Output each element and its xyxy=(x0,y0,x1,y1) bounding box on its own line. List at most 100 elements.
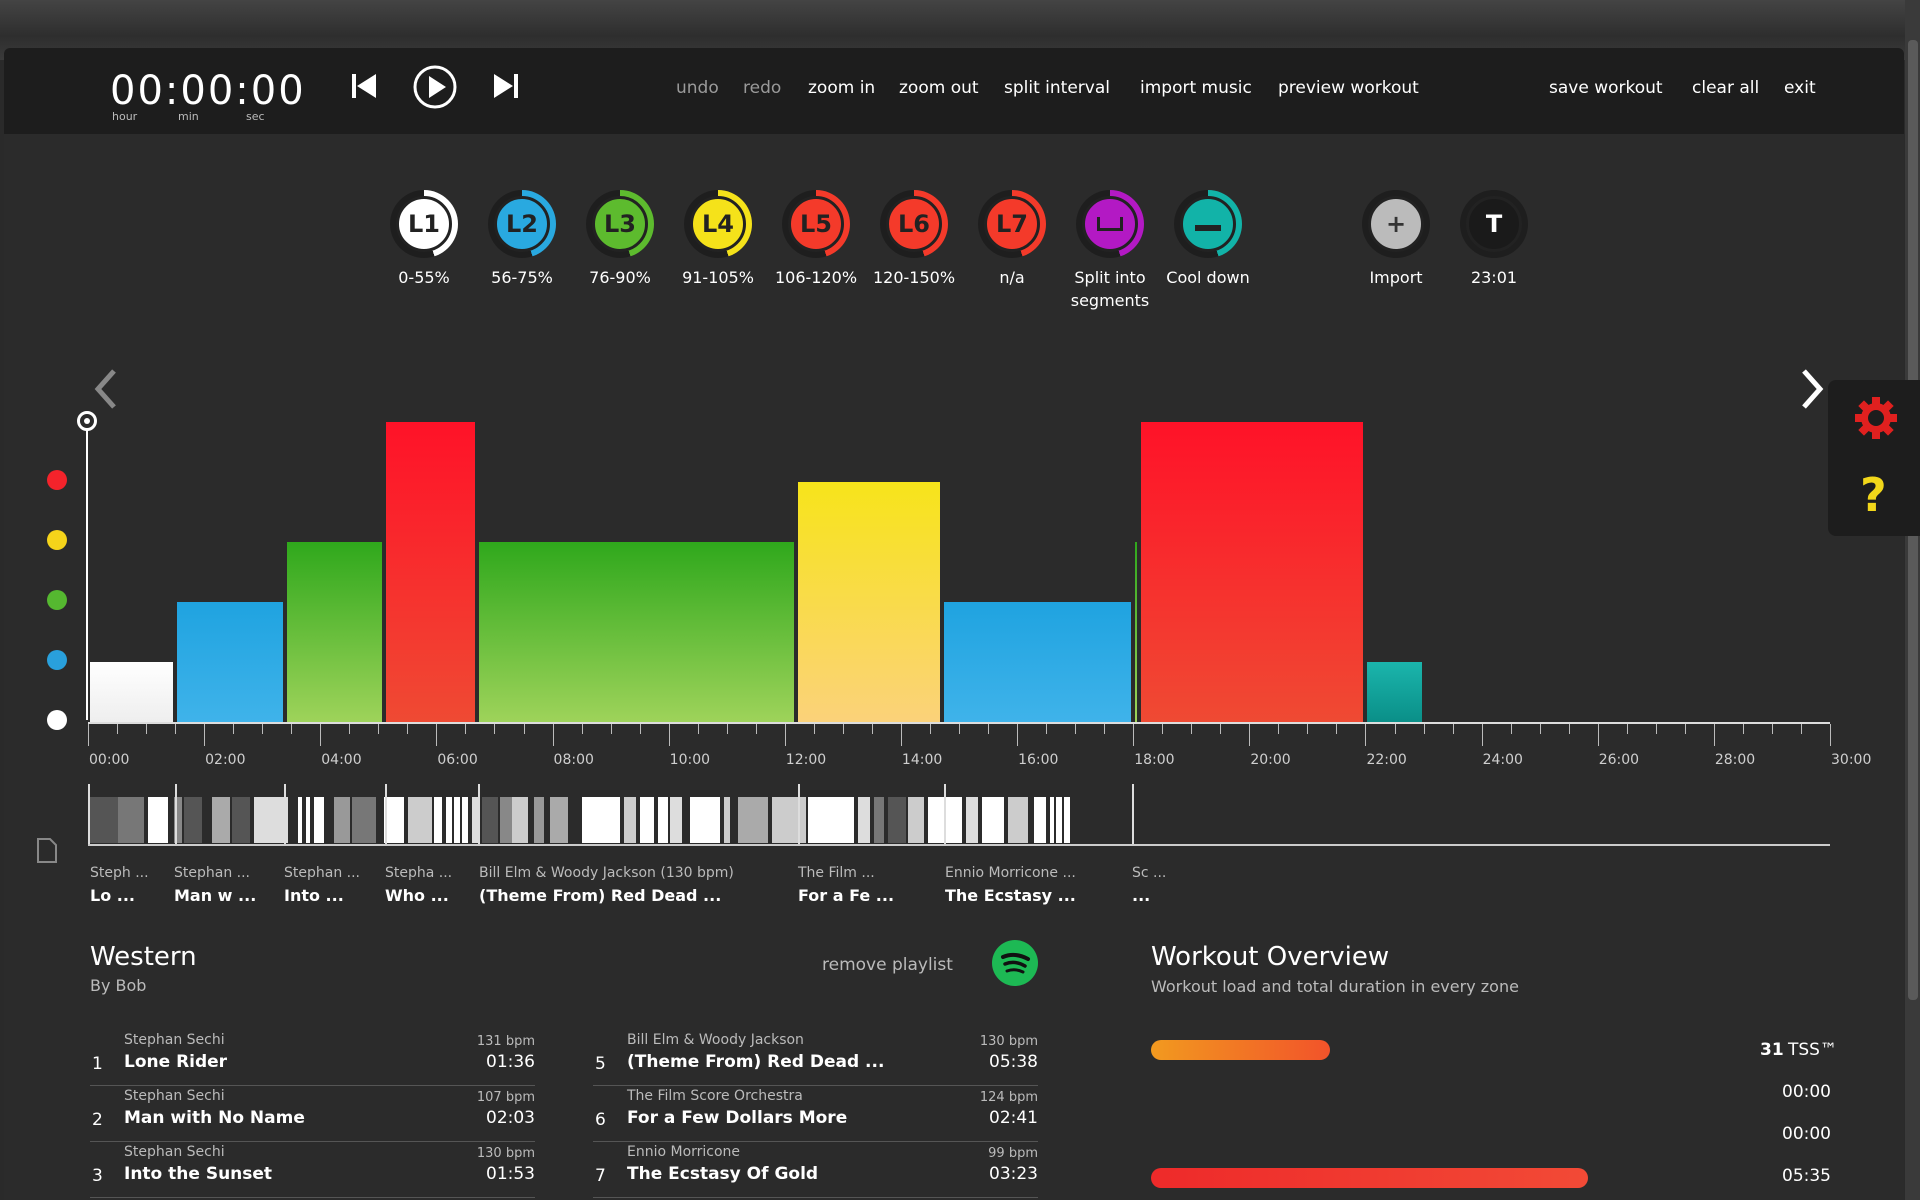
axis-tick xyxy=(407,724,409,734)
interval-bar[interactable] xyxy=(90,662,174,722)
t-icon: T xyxy=(1466,196,1522,252)
song-title-label[interactable]: ... xyxy=(1132,886,1151,905)
preview-workout-button[interactable]: preview workout xyxy=(1278,78,1419,98)
zone-split-tool[interactable]: Split into segments xyxy=(1060,190,1160,312)
playlist-track[interactable]: 7 Ennio Morricone The Ecstasy Of Gold 99 bp… xyxy=(593,1142,1038,1198)
axis-tick-label: 30:00 xyxy=(1831,752,1872,768)
interval-bar[interactable] xyxy=(1367,662,1422,722)
tss-label: TSS™ xyxy=(1788,1040,1837,1060)
total-time-tool[interactable]: T 23:01 xyxy=(1444,190,1544,289)
axis-tick xyxy=(378,724,380,734)
zone-ring: L5 xyxy=(782,190,850,258)
song-divider xyxy=(284,784,286,844)
tss-value: 31 xyxy=(1760,1040,1784,1060)
waveform-segment xyxy=(724,797,730,843)
zone-l2-tool[interactable]: L2 56-75% xyxy=(472,190,572,289)
axis-tick xyxy=(436,724,438,746)
playlist-track[interactable]: 6 The Film Score Orchestra For a Few Dolla… xyxy=(593,1086,1038,1142)
playlist-track[interactable]: 2 Stephan Sechi Man with No Name 107 bpm 02:… xyxy=(90,1086,535,1142)
timer-value: 00:00:00 xyxy=(110,68,306,114)
waveform-segment xyxy=(982,797,1004,843)
axis-tick xyxy=(1684,724,1686,734)
clear-all-button[interactable]: clear all xyxy=(1692,78,1760,98)
play-button[interactable] xyxy=(412,64,458,110)
zone-l1-tool[interactable]: L1 0-55% xyxy=(374,190,474,289)
skip-forward-button[interactable] xyxy=(486,66,526,106)
track-title: Man with No Name xyxy=(124,1108,305,1128)
import-music-button[interactable]: import music xyxy=(1140,78,1252,98)
zoom-out-button[interactable]: zoom out xyxy=(899,78,979,98)
track-title: (Theme From) Red Dead ... xyxy=(627,1052,885,1072)
track-duration: 05:38 xyxy=(989,1052,1038,1072)
song-title-label[interactable]: Man w ... xyxy=(174,886,257,905)
zone-cooldown-tool[interactable]: Cool down xyxy=(1158,190,1258,289)
cooldown-icon xyxy=(1195,217,1221,231)
track-bpm: 124 bpm xyxy=(979,1090,1038,1105)
axis-tick xyxy=(871,724,873,734)
axis-tick xyxy=(1452,724,1454,734)
remove-playlist-button[interactable]: remove playlist xyxy=(822,955,953,975)
help-icon[interactable]: ? xyxy=(1860,468,1887,522)
scroll-right-button[interactable] xyxy=(1798,365,1828,413)
interval-bar[interactable] xyxy=(943,602,1132,722)
redo-button[interactable]: redo xyxy=(743,78,782,98)
zone-l5-tool[interactable]: L5 106-120% xyxy=(766,190,866,289)
interval-bar[interactable] xyxy=(177,602,284,722)
save-workout-button[interactable]: save workout xyxy=(1549,78,1663,98)
track-artist: Stephan Sechi xyxy=(124,1144,225,1160)
playlist-track[interactable]: 1 Stephan Sechi Lone Rider 131 bpm 01:36 xyxy=(90,1030,535,1086)
song-title-label[interactable]: Lo ... xyxy=(90,886,135,905)
song-title-label[interactable]: Into ... xyxy=(284,886,344,905)
interval-bar[interactable] xyxy=(798,482,940,722)
waveform-segment xyxy=(690,797,720,843)
axis-tick xyxy=(1742,724,1744,734)
song-artist-label: Bill Elm & Woody Jackson (130 bpm) xyxy=(479,865,734,881)
axis-tick xyxy=(291,724,293,734)
interval-bar[interactable] xyxy=(1135,542,1138,722)
zone-label: Cool down xyxy=(1166,268,1250,287)
axis-tick xyxy=(1539,724,1541,734)
song-title-label[interactable]: Who ... xyxy=(385,886,449,905)
interval-bar[interactable] xyxy=(479,542,795,722)
song-divider xyxy=(88,784,90,844)
playlist-track[interactable]: 3 Stephan Sechi Into the Sunset 130 bpm 01:5… xyxy=(90,1142,535,1198)
spotify-icon[interactable] xyxy=(992,940,1038,986)
zone-label: Split into segments xyxy=(1070,268,1150,310)
track-title: Lone Rider xyxy=(124,1052,228,1072)
zone-l7-tool[interactable]: L7 n/a xyxy=(962,190,1062,289)
zone-label: 106-120% xyxy=(774,268,858,287)
zone-ring: L2 xyxy=(488,190,556,258)
axis-tick xyxy=(523,724,525,734)
scroll-left-button[interactable] xyxy=(90,365,120,413)
waveform-segment xyxy=(118,797,144,843)
track-duration: 01:36 xyxy=(486,1052,535,1072)
waveform-segment xyxy=(640,797,654,843)
import-tool[interactable]: + Import xyxy=(1346,190,1446,289)
song-title-label[interactable]: The Ecstasy ... xyxy=(945,886,1076,905)
exit-button[interactable]: exit xyxy=(1784,78,1816,98)
playhead-handle[interactable] xyxy=(77,411,97,431)
interval-bar[interactable] xyxy=(386,422,476,722)
song-artist-label: The Film ... xyxy=(798,865,875,881)
interval-bar[interactable] xyxy=(1141,422,1364,722)
zone-l6-tool[interactable]: L6 120-150% xyxy=(864,190,964,289)
skip-back-button[interactable] xyxy=(344,66,384,106)
song-title-label[interactable]: For a Fe ... xyxy=(798,886,895,905)
zone-l4-tool[interactable]: L4 91-105% xyxy=(668,190,768,289)
waveform-segment xyxy=(446,797,452,843)
zoom-in-button[interactable]: zoom in xyxy=(808,78,876,98)
chevron-left-icon xyxy=(94,369,116,409)
song-divider xyxy=(175,784,177,844)
zone-l3-tool[interactable]: L3 76-90% xyxy=(570,190,670,289)
axis-tick xyxy=(1713,724,1715,746)
playhead-line xyxy=(86,420,88,720)
zone-label: 56-75% xyxy=(491,268,553,287)
interval-bar[interactable] xyxy=(287,542,383,722)
split-interval-button[interactable]: split interval xyxy=(1004,78,1110,98)
song-divider xyxy=(385,784,387,844)
settings-button[interactable] xyxy=(1852,394,1900,442)
undo-button[interactable]: undo xyxy=(676,78,719,98)
playlist-track[interactable]: 5 Bill Elm & Woody Jackson (Theme From) Re… xyxy=(593,1030,1038,1086)
song-title-label[interactable]: (Theme From) Red Dead ... xyxy=(479,886,722,905)
zone-badge: L6 xyxy=(886,196,942,252)
